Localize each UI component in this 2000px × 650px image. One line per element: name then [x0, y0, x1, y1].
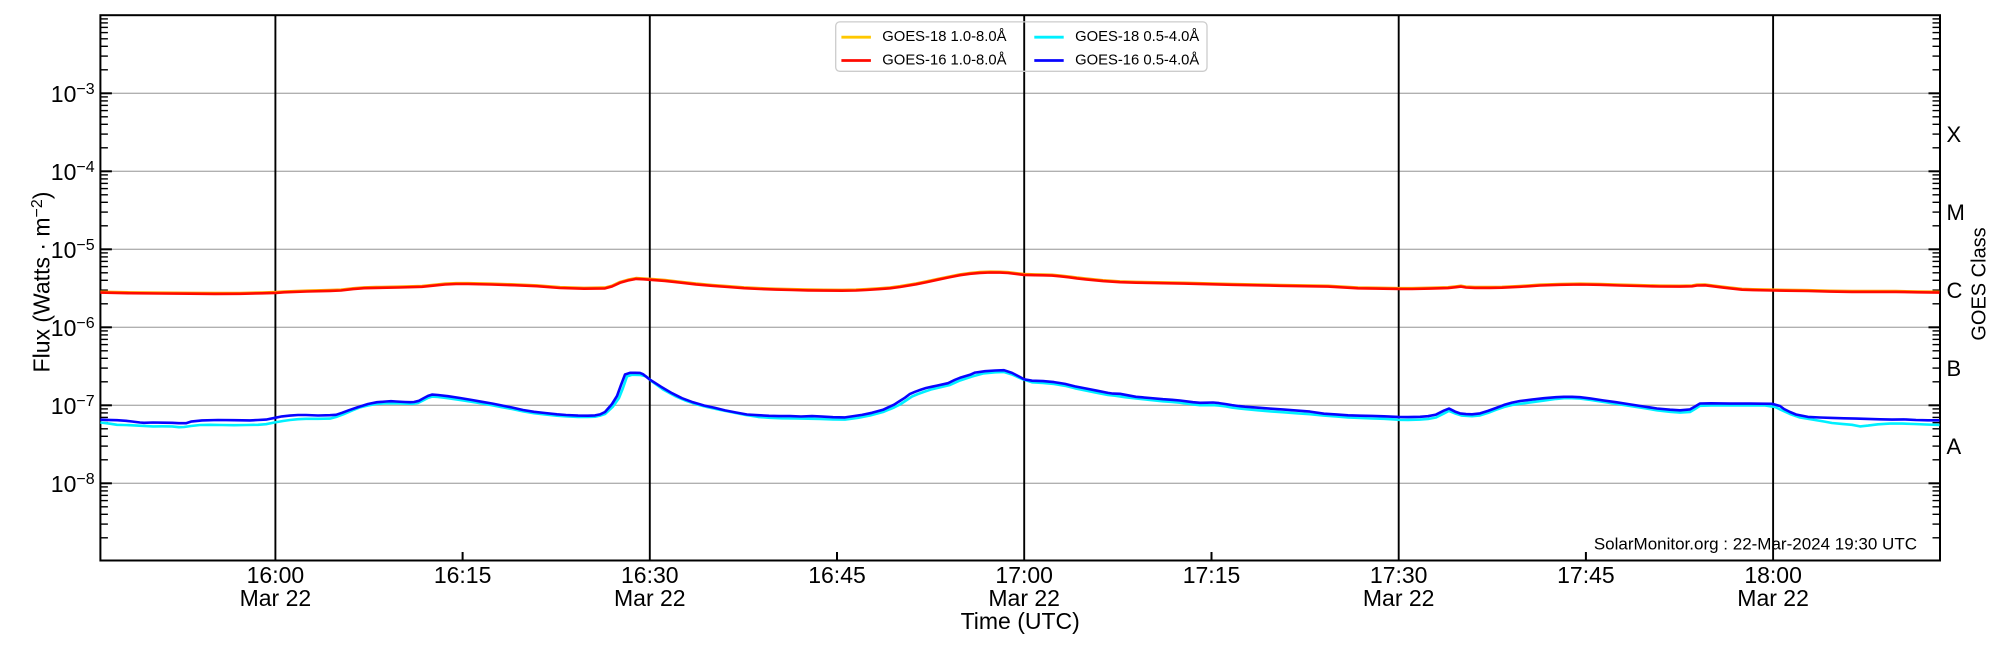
svg-text:Mar 22: Mar 22: [1737, 585, 1809, 611]
svg-text:16:00: 16:00: [247, 562, 305, 588]
svg-text:Mar 22: Mar 22: [1363, 585, 1435, 611]
svg-text:GOES-18 0.5-4.0Å: GOES-18 0.5-4.0Å: [1075, 28, 1199, 45]
svg-text:16:15: 16:15: [434, 562, 492, 588]
svg-text:Mar 22: Mar 22: [988, 585, 1060, 611]
svg-text:17:00: 17:00: [995, 562, 1053, 588]
svg-text:10−3: 10−3: [51, 81, 95, 107]
svg-text:Time (UTC): Time (UTC): [961, 608, 1080, 634]
svg-text:GOES-16 0.5-4.0Å: GOES-16 0.5-4.0Å: [1075, 51, 1199, 68]
svg-text:16:30: 16:30: [621, 562, 679, 588]
svg-text:Mar 22: Mar 22: [240, 585, 312, 611]
svg-text:SolarMonitor.org : 22-Mar-2024: SolarMonitor.org : 22-Mar-2024 19:30 UTC: [1594, 535, 1917, 554]
svg-text:17:45: 17:45: [1557, 562, 1615, 588]
svg-text:Mar 22: Mar 22: [614, 585, 686, 611]
svg-text:16:45: 16:45: [808, 562, 866, 588]
svg-text:B: B: [1947, 356, 1962, 381]
svg-text:GOES-18 1.0-8.0Å: GOES-18 1.0-8.0Å: [882, 28, 1006, 45]
svg-text:GOES Class: GOES Class: [1969, 227, 1991, 340]
svg-text:A: A: [1947, 434, 1962, 459]
svg-text:18:00: 18:00: [1744, 562, 1802, 588]
svg-text:Flux (Watts · m−2): Flux (Watts · m−2): [29, 192, 55, 373]
svg-text:17:15: 17:15: [1183, 562, 1241, 588]
svg-text:M: M: [1947, 200, 1965, 225]
svg-text:X: X: [1947, 122, 1962, 147]
svg-text:GOES-16 1.0-8.0Å: GOES-16 1.0-8.0Å: [882, 51, 1006, 68]
svg-text:C: C: [1947, 278, 1963, 303]
svg-text:17:30: 17:30: [1370, 562, 1428, 588]
